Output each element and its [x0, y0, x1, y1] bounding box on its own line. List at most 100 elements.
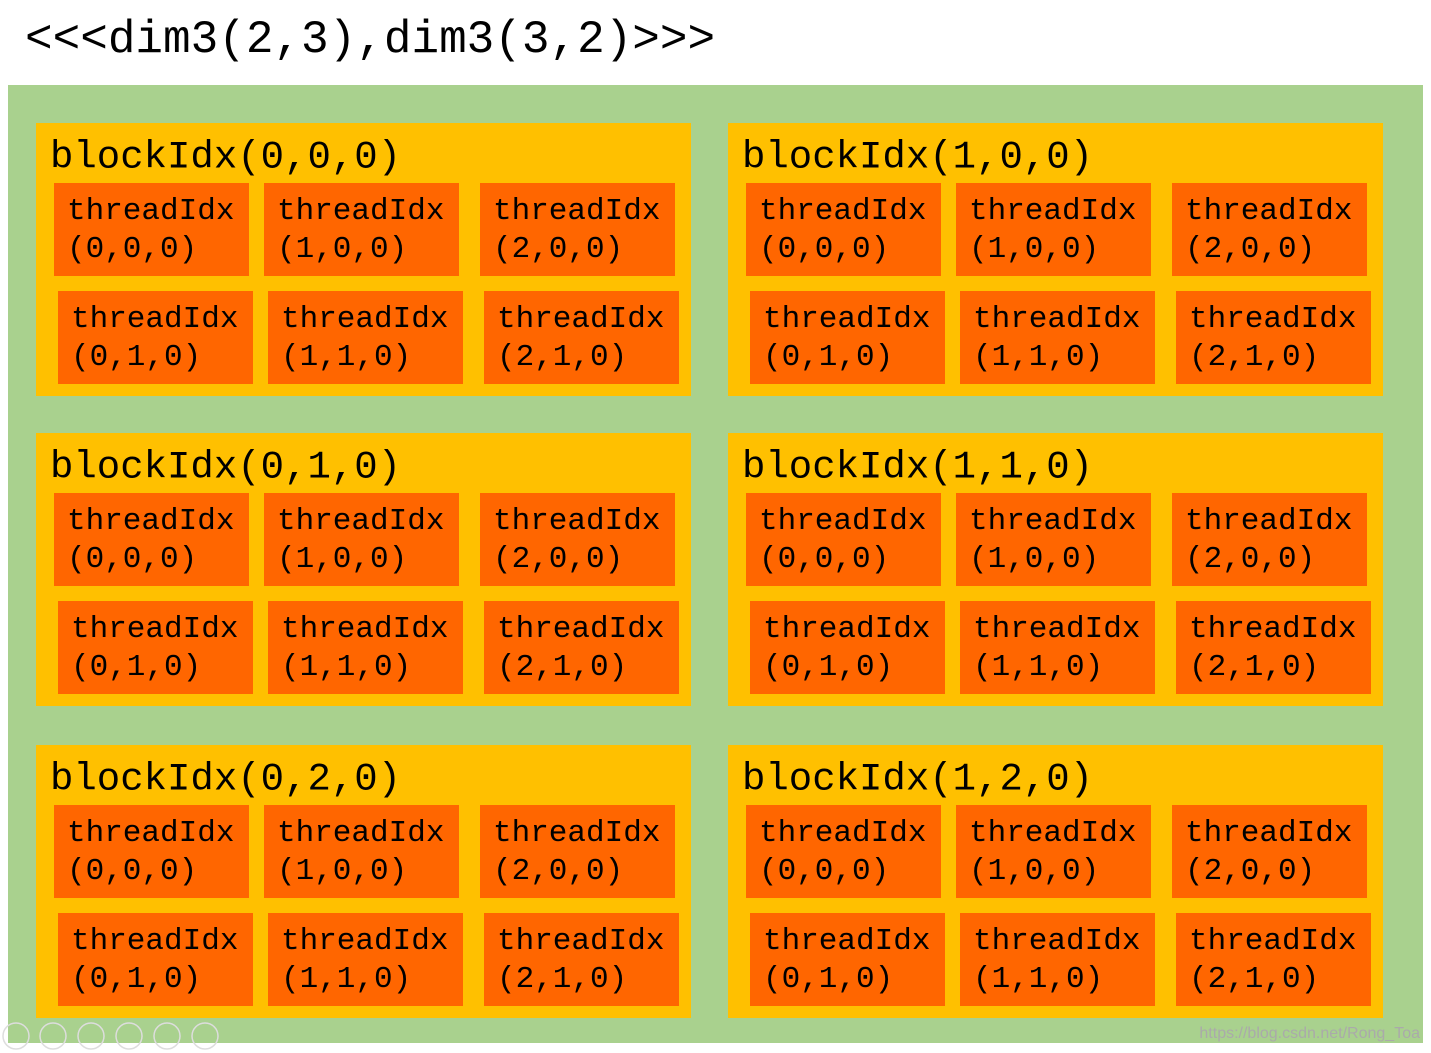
thread-name: threadIdx — [1189, 612, 1356, 647]
thread-box — [58, 913, 253, 1006]
thread-index: (2,0,0) — [1185, 542, 1315, 577]
thread-name: threadIdx — [67, 194, 234, 229]
thread-index: (2,1,0) — [1189, 340, 1319, 375]
thread-box — [956, 183, 1151, 276]
thread-name: threadIdx — [763, 302, 930, 337]
thread-index: (0,1,0) — [763, 650, 893, 685]
thread-box — [484, 913, 679, 1006]
thread-index: (0,1,0) — [71, 340, 201, 375]
thread-name: threadIdx — [67, 816, 234, 851]
thread-box — [264, 493, 459, 586]
thread-index: (1,1,0) — [973, 650, 1103, 685]
thread-index: (0,0,0) — [67, 542, 197, 577]
thread-name: threadIdx — [1189, 924, 1356, 959]
thread-name: threadIdx — [281, 612, 448, 647]
thread-index: (2,1,0) — [497, 650, 627, 685]
thread-index: (1,1,0) — [973, 340, 1103, 375]
block: blockIdx(1,0,0) threadIdx (0,0,0) threadIdx… — [728, 123, 1383, 396]
nav-icons — [2, 1022, 219, 1050]
thread-box — [1172, 183, 1367, 276]
thread-box — [58, 291, 253, 384]
thread-name: threadIdx — [969, 504, 1136, 539]
watermark: https://blog.csdn.net/Rong_Toa — [1199, 1025, 1420, 1042]
thread-name: threadIdx — [969, 816, 1136, 851]
thread-name: threadIdx — [1185, 816, 1352, 851]
thread-name: threadIdx — [973, 924, 1140, 959]
thread-box — [750, 291, 945, 384]
thread-name: threadIdx — [493, 816, 660, 851]
thread-index: (2,1,0) — [1189, 962, 1319, 997]
thread-box — [264, 805, 459, 898]
thread-box — [54, 183, 249, 276]
thread-box — [956, 805, 1151, 898]
thread-name: threadIdx — [497, 612, 664, 647]
thread-index: (1,0,0) — [969, 232, 1099, 267]
thread-name: threadIdx — [1189, 302, 1356, 337]
thread-index: (1,1,0) — [281, 340, 411, 375]
thread-box — [484, 291, 679, 384]
thread-index: (2,1,0) — [497, 962, 627, 997]
thread-index: (1,0,0) — [277, 542, 407, 577]
thread-index: (1,1,0) — [281, 650, 411, 685]
thread-index: (0,0,0) — [759, 542, 889, 577]
thread-index: (0,1,0) — [71, 962, 201, 997]
thread-name: threadIdx — [277, 194, 444, 229]
block-label: blockIdx(0,0,0) — [50, 135, 401, 179]
thread-box — [960, 913, 1155, 1006]
block: blockIdx(1,2,0)threadIdx(0,0,0)threadIdx… — [728, 745, 1383, 1018]
thread-index: (2,1,0) — [497, 340, 627, 375]
block: blockIdx(1,1,0)threadIdx(0,0,0)threadIdx… — [728, 433, 1383, 706]
thread-box — [1176, 601, 1371, 694]
thread-name: threadIdx — [973, 302, 1140, 337]
thread-name: threadIdx — [1185, 194, 1352, 229]
thread-box — [54, 493, 249, 586]
thread-name: threadIdx — [281, 924, 448, 959]
thread-box — [1176, 291, 1371, 384]
block-label: blockIdx(1,2,0) — [742, 757, 1093, 801]
thread-box — [268, 601, 463, 694]
thread-index: (2,0,0) — [493, 854, 623, 889]
thread-index: (0,0,0) — [759, 232, 889, 267]
thread-box — [264, 183, 459, 276]
thread-index: (2,1,0) — [1189, 650, 1319, 685]
thread-box — [480, 493, 675, 586]
thread-box — [746, 183, 941, 276]
thread-name: threadIdx — [759, 504, 926, 539]
thread-index: (0,1,0) — [71, 650, 201, 685]
thread-index: (1,0,0) — [277, 854, 407, 889]
thread-name: threadIdx — [277, 504, 444, 539]
title: <<<dim3(2,3),dim3(3,2)>>> — [25, 14, 715, 66]
thread-index: (1,0,0) — [277, 232, 407, 267]
thread-name: threadIdx — [71, 924, 238, 959]
thread-box — [750, 601, 945, 694]
block-label: blockIdx(1,0,0) — [742, 135, 1093, 179]
block-label: blockIdx(1,1,0) — [742, 445, 1093, 489]
thread-name: threadIdx — [969, 194, 1136, 229]
thread-box — [54, 805, 249, 898]
thread-box — [1172, 493, 1367, 586]
thread-box — [268, 291, 463, 384]
thread-box — [58, 601, 253, 694]
thread-name: threadIdx — [763, 924, 930, 959]
thread-box — [480, 805, 675, 898]
thread-index: (2,0,0) — [493, 542, 623, 577]
thread-index: (2,0,0) — [1185, 854, 1315, 889]
thread-name: threadIdx — [493, 194, 660, 229]
thread-name: threadIdx — [973, 612, 1140, 647]
thread-index: (1,0,0) — [969, 542, 1099, 577]
thread-name: threadIdx — [497, 302, 664, 337]
thread-box — [480, 183, 675, 276]
thread-name: threadIdx — [71, 302, 238, 337]
thread-name: threadIdx — [281, 302, 448, 337]
thread-index: (2,0,0) — [1185, 232, 1315, 267]
thread-index: (1,1,0) — [973, 962, 1103, 997]
block: blockIdx(0,1,0) threadIdx (0,0,0) threadIdx… — [36, 433, 691, 706]
block: blockIdx(0,0,0)threadIdx(0,0,0)threadIdx… — [36, 123, 691, 396]
thread-index: (0,0,0) — [67, 854, 197, 889]
thread-name: threadIdx — [71, 612, 238, 647]
thread-box — [1176, 913, 1371, 1006]
thread-box — [960, 601, 1155, 694]
block-label: blockIdx(0,1,0) — [50, 445, 401, 489]
thread-name: threadIdx — [277, 816, 444, 851]
